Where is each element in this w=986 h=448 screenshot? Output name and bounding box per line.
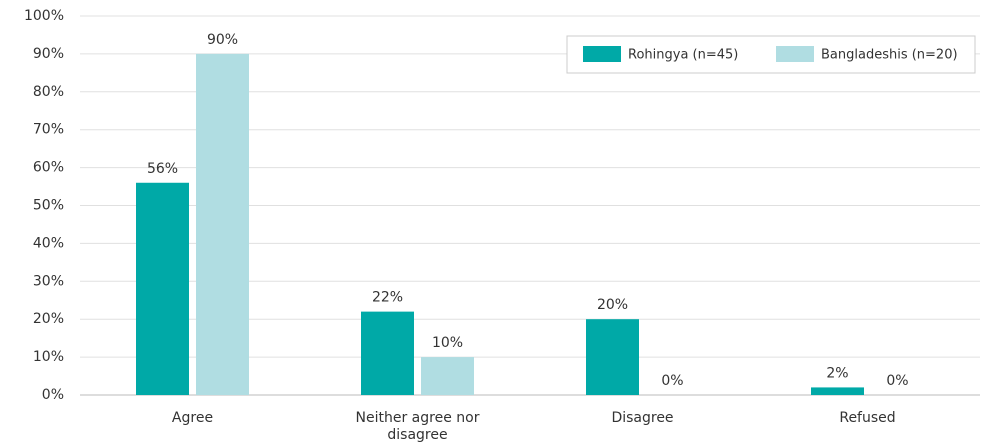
data-label: 20%: [597, 297, 628, 313]
bar: [421, 357, 474, 395]
legend: Rohingya (n=45) Bangladeshis (n=20): [566, 35, 976, 74]
x-tick-label: Refused: [839, 410, 896, 426]
x-tick-label: Disagree: [611, 410, 674, 426]
y-tick-label: 10%: [33, 349, 64, 365]
legend-label: Bangladeshis (n=20): [821, 48, 958, 63]
bar: [586, 319, 639, 395]
data-label: 2%: [826, 365, 848, 381]
data-label: 10%: [432, 335, 463, 351]
y-tick-label: 100%: [24, 8, 64, 24]
y-tick-label: 30%: [33, 273, 64, 289]
y-tick-label: 80%: [33, 84, 64, 100]
legend-box: [566, 35, 976, 74]
y-tick-label: 0%: [42, 387, 64, 403]
bar: [136, 182, 189, 395]
y-tick-label: 70%: [33, 122, 64, 138]
bar: [196, 53, 249, 396]
legend-swatch: [583, 46, 621, 62]
y-tick-label: 60%: [33, 160, 64, 176]
bar: [361, 311, 414, 395]
y-tick-label: 40%: [33, 235, 64, 251]
data-label: 0%: [661, 373, 683, 389]
data-label: 90%: [207, 32, 238, 48]
legend-label: Rohingya (n=45): [628, 48, 738, 63]
y-tick-label: 90%: [33, 46, 64, 62]
data-label: 22%: [372, 290, 403, 306]
bar: [811, 387, 864, 395]
x-tick-label: Neither agree nor disagree: [355, 410, 480, 443]
x-tick-label: Agree: [171, 410, 214, 426]
legend-swatch: [776, 46, 814, 62]
data-label: 0%: [886, 373, 908, 389]
y-tick-label: 50%: [33, 198, 64, 214]
y-tick-label: 20%: [33, 311, 64, 327]
data-label: 56%: [147, 161, 178, 177]
